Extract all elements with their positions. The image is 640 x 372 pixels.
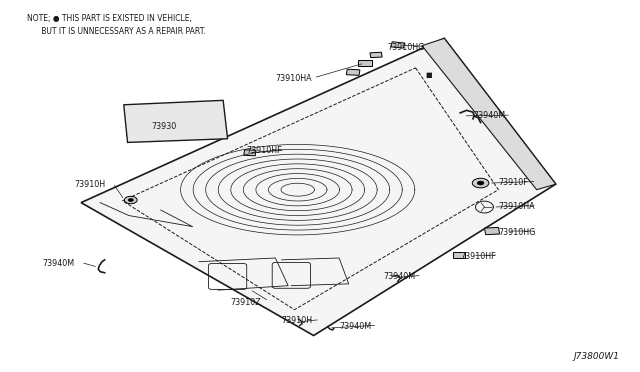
Text: 73930: 73930 xyxy=(151,122,177,131)
Text: 73910HF: 73910HF xyxy=(460,251,496,261)
Text: ■: ■ xyxy=(425,72,431,78)
Text: 73910H: 73910H xyxy=(75,180,106,189)
Text: J73800W1: J73800W1 xyxy=(573,352,620,361)
Text: 73910HA: 73910HA xyxy=(275,74,312,83)
Polygon shape xyxy=(484,227,500,235)
Polygon shape xyxy=(422,38,556,190)
Text: BUT IT IS UNNECESSARY AS A REPAIR PART.: BUT IT IS UNNECESSARY AS A REPAIR PART. xyxy=(27,27,205,36)
Text: 73910H: 73910H xyxy=(282,316,313,325)
Text: 73910F: 73910F xyxy=(499,178,528,187)
Circle shape xyxy=(124,196,137,204)
Text: 73910HF: 73910HF xyxy=(246,147,282,155)
Polygon shape xyxy=(452,253,465,259)
Text: 73910Z: 73910Z xyxy=(231,298,262,307)
Polygon shape xyxy=(346,69,360,76)
Text: NOTE; ● THIS PART IS EXISTED IN VEHICLE,: NOTE; ● THIS PART IS EXISTED IN VEHICLE, xyxy=(27,14,192,23)
Text: 73940M: 73940M xyxy=(43,259,75,268)
Text: 73910HA: 73910HA xyxy=(499,202,535,211)
Text: 73940M: 73940M xyxy=(473,111,505,121)
Circle shape xyxy=(477,181,484,185)
Circle shape xyxy=(128,199,133,202)
Polygon shape xyxy=(358,61,372,66)
Polygon shape xyxy=(244,150,256,156)
Circle shape xyxy=(472,178,489,188)
Text: 73940M: 73940M xyxy=(339,322,371,331)
Polygon shape xyxy=(124,100,228,142)
Polygon shape xyxy=(81,38,556,336)
Text: 73910HG: 73910HG xyxy=(387,43,424,52)
Text: 73910HG: 73910HG xyxy=(499,228,536,237)
Text: 73940M: 73940M xyxy=(384,272,416,281)
Polygon shape xyxy=(390,42,404,48)
Polygon shape xyxy=(370,52,382,58)
